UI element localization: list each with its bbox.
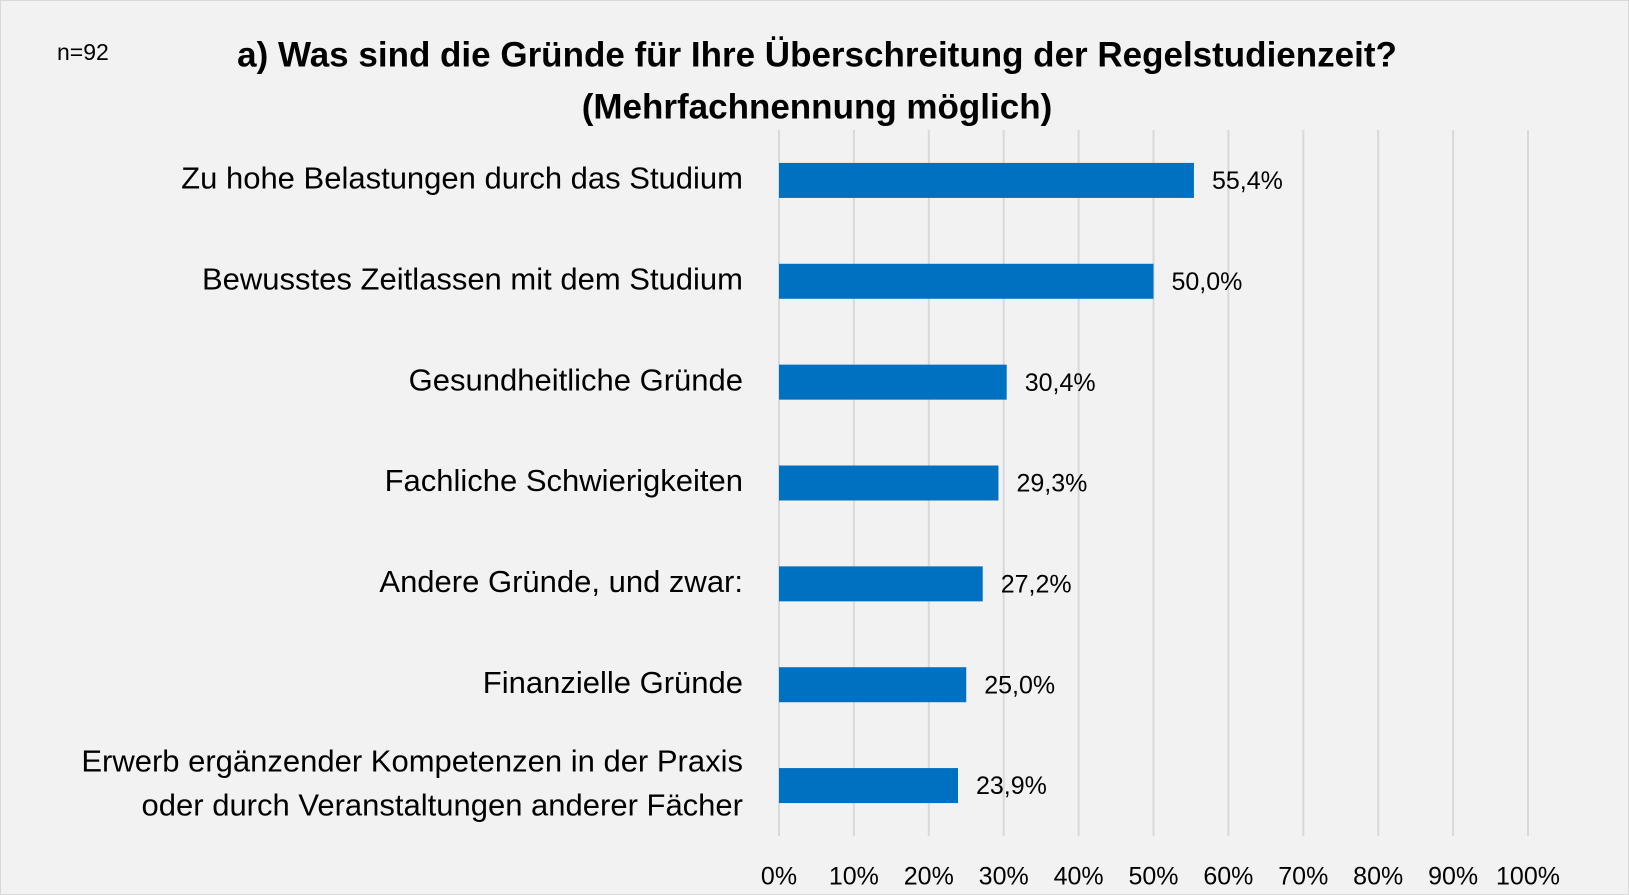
chart-title: (Mehrfachnennung möglich) [582, 87, 1053, 126]
data-label: 30,4% [1025, 369, 1096, 397]
data-label: 29,3% [1016, 470, 1087, 498]
data-label: 23,9% [976, 772, 1047, 800]
x-tick-label: 50% [1128, 863, 1178, 891]
x-tick-label: 40% [1054, 863, 1104, 891]
x-tick-label: 90% [1428, 863, 1478, 891]
x-tick-label: 60% [1203, 863, 1253, 891]
x-tick-label: 10% [829, 863, 879, 891]
y-tick-label: Erwerb ergänzender Kompetenzen in der Pr… [81, 744, 743, 823]
x-tick-label: 0% [761, 863, 797, 891]
bar [779, 667, 967, 703]
bar [779, 162, 1194, 198]
bar [779, 566, 983, 602]
x-tick-label: 80% [1353, 863, 1403, 891]
x-tick-label: 20% [904, 863, 954, 891]
y-tick-label: Andere Gründe, und zwar: [379, 564, 743, 599]
y-tick-label: Gesundheitliche Gründe [409, 362, 743, 397]
data-label: 25,0% [984, 671, 1055, 699]
y-tick-label: Fachliche Schwierigkeiten [385, 463, 743, 498]
bar [779, 465, 999, 501]
data-label: 27,2% [1001, 570, 1072, 598]
y-tick-label: Zu hohe Belastungen durch das Studium [181, 161, 743, 196]
bar [779, 364, 1007, 400]
chart-title: a) Was sind die Gründe für Ihre Überschr… [237, 35, 1397, 74]
x-tick-label: 100% [1496, 863, 1560, 891]
y-tick-label: Bewusstes Zeitlassen mit dem Studium [202, 261, 743, 296]
sample-size: n=92 [57, 39, 109, 65]
data-label: 50,0% [1172, 268, 1243, 296]
data-label: 55,4% [1212, 167, 1283, 195]
x-tick-label: 70% [1278, 863, 1328, 891]
bar [779, 768, 959, 804]
y-tick-label: Finanzielle Gründe [483, 665, 743, 700]
x-tick-label: 30% [979, 863, 1029, 891]
bar [779, 263, 1154, 299]
